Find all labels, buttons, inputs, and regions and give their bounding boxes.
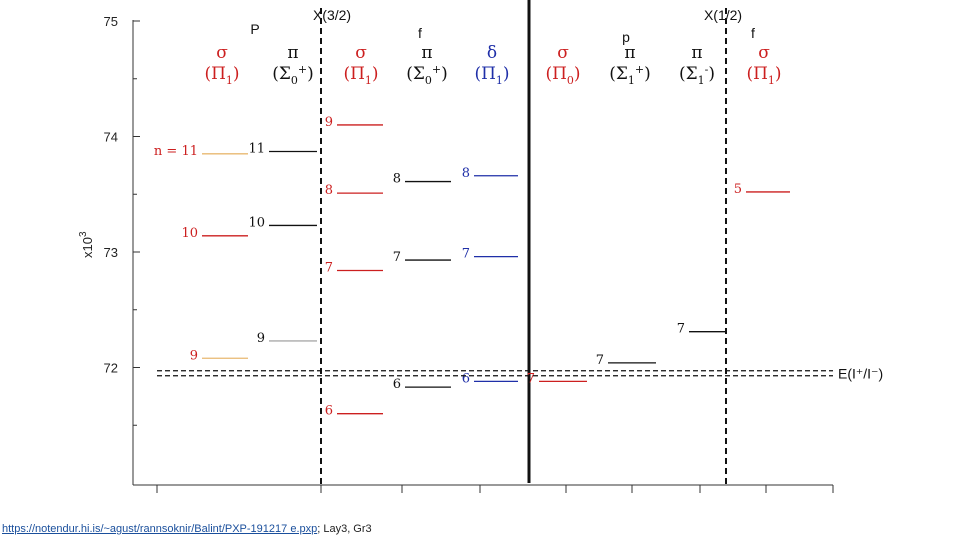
orbital-symbol: σ [216,43,228,63]
energy-level-label: n = 11 [154,144,198,159]
orbital-symbol: π [287,43,298,63]
state-label: (Σ0+) [406,63,448,87]
threshold-label: E(I⁺/I⁻) [838,365,883,381]
energy-level-label: 6 [325,404,333,419]
y-axis-multiplier: x103 [78,231,95,258]
state-label: (Π1) [746,64,781,87]
energy-level-label: 8 [462,166,470,181]
state-label: (Π1) [474,64,509,87]
y-tick-label: 73 [104,245,118,260]
energy-level-label: 7 [677,322,685,337]
energy-level-label: 9 [257,331,265,346]
energy-level-label: 7 [596,353,604,368]
ion-pair-threshold: E(I⁺/I⁻) [157,365,883,381]
orbital-symbol: σ [557,43,569,63]
energy-level-label: 5 [734,182,742,197]
source-link[interactable]: https://notendur.hi.is/~agust/rannsoknir… [2,523,318,535]
group-label: f [418,25,422,41]
plot-frame [320,0,727,488]
energy-levels: n = 11 10 9 11 10 9 9 8 7 6 8 7 6 8 7 6 7 7 7 5 [154,115,790,419]
energy-level-label: 7 [393,250,401,265]
energy-level-label: 6 [393,377,401,392]
energy-level-label: 8 [393,172,401,187]
energy-level-label: 10 [181,226,198,241]
source-suffix: ; Lay3, Gr3 [317,523,372,535]
orbital-symbol: δ [487,43,497,63]
energy-level-label: 6 [462,371,470,386]
energy-level-label: 9 [325,115,333,130]
group-label: p [622,29,630,45]
orbital-symbol: σ [355,43,367,63]
group-label: f [751,25,755,41]
energy-level-label: 7 [325,260,333,275]
energy-level-label: 11 [248,142,265,157]
group-label: P [250,21,259,37]
y-tick-label: 75 [104,14,118,29]
energy-level-label: 9 [190,348,198,363]
energy-level-label: 8 [325,183,333,198]
state-label: (Π1) [343,64,378,87]
column-headers: PX(3/2)f pX(1/2)fσ(Π1)π(Σ0+)σ(Π1)π(Σ0+)δ(… [204,7,781,87]
state-label: (Π0) [545,64,580,87]
state-label: (Σ1+) [609,63,651,87]
group-label: X(1/2) [704,7,742,23]
orbital-symbol: π [421,43,432,63]
state-label: (Σ1-) [679,63,715,87]
source-footer: https://notendur.hi.is/~agust/rannsoknir… [2,523,372,535]
orbital-symbol: σ [758,43,770,63]
orbital-symbol: π [691,43,702,63]
y-tick-label: 74 [104,130,118,145]
energy-level-label: 7 [527,371,535,386]
y-tick-label: 72 [104,361,118,376]
group-label: X(3/2) [313,7,351,23]
state-label: (Π1) [204,64,239,87]
energy-level-label: 10 [248,215,265,230]
energy-level-label: 7 [462,247,470,262]
state-label: (Σ0+) [272,63,314,87]
orbital-symbol: π [624,43,635,63]
